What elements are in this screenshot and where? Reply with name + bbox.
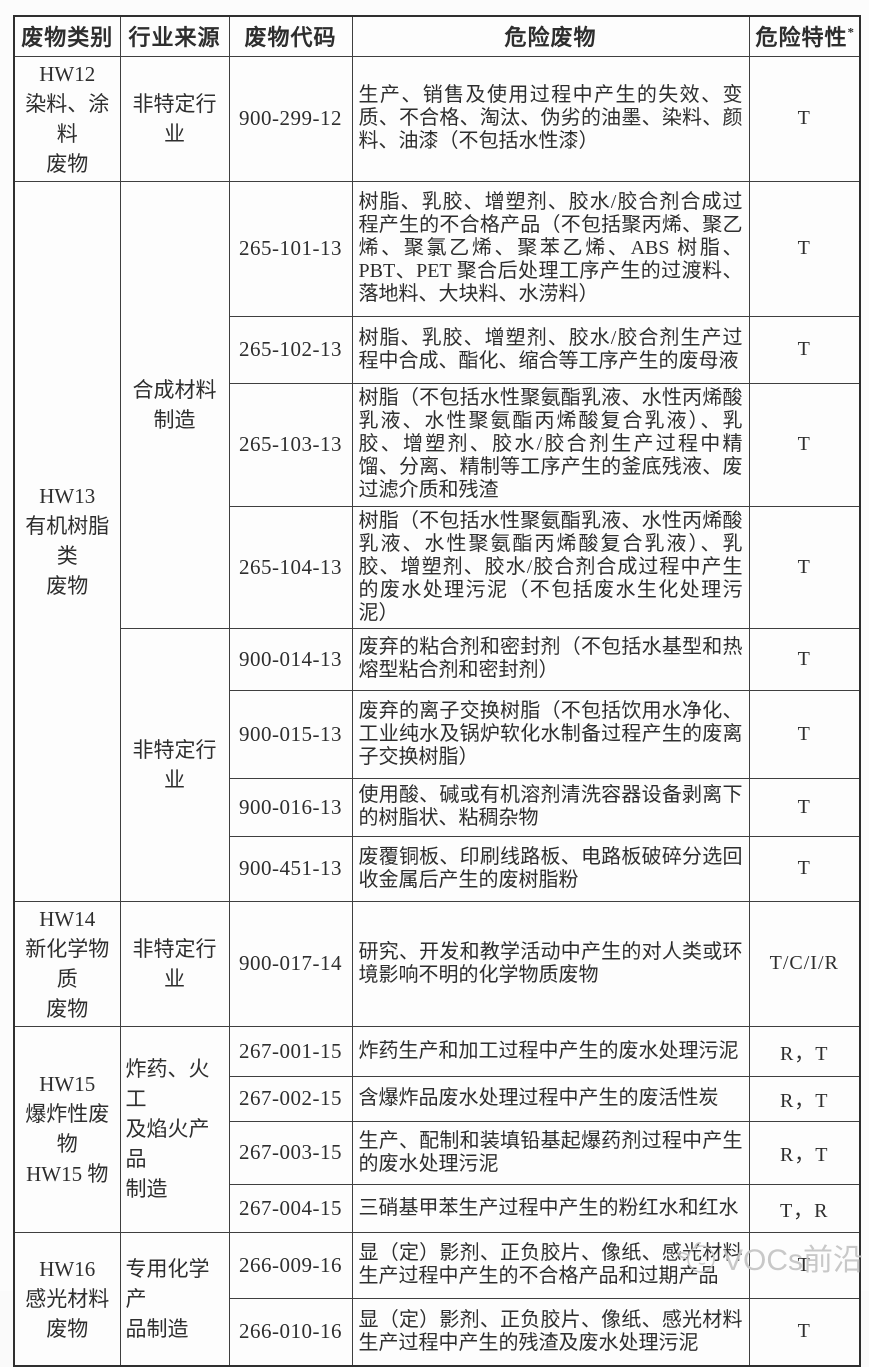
hazard-cell: R，T <box>748 1120 861 1185</box>
table-row: HW14 新化学物质 废物 非特定行业 900-017-14 研究、开发和教学活… <box>13 900 861 1027</box>
industry-cell: 炸药、火工 及焰火产品 制造 <box>119 1025 230 1233</box>
header-row: 废物类别 行业来源 废物代码 危险废物 危险特性* <box>13 15 861 57</box>
hazard-cell: T <box>748 777 861 837</box>
waste-description-cell: 炸药生产和加工过程中产生的废水处理污泥 <box>351 1025 750 1077</box>
hazard-cell: R，T <box>748 1075 861 1122</box>
industry-cell: 非特定行业 <box>119 627 230 902</box>
table-row: 非特定行业 900-014-13 废弃的粘合剂和密封剂（不包括水基型和热熔型粘合… <box>14 627 861 902</box>
table-row: 265-104-13 树脂（不包括水性聚氨酯乳液、水性丙烯酸乳液、水性聚氨酯丙烯… <box>14 505 861 629</box>
waste-description-cell: 显（定）影剂、正负胶片、像纸、感光材料生产过程中产生的残渣及废水处理污泥 <box>351 1297 750 1367</box>
table-row: 265-102-13 树脂、乳胶、增塑剂、胶水/胶合剂生产过程中合成、酯化、缩合… <box>14 315 861 384</box>
table-row: HW16 感光材料 废物 专用化学产 品制造 266-009-16 显（定）影剂… <box>13 1231 861 1367</box>
table-row: 265-103-13 树脂（不包括水性聚氨酯乳液、水性丙烯酸乳液、水性聚氨酯丙烯… <box>14 382 861 507</box>
waste-code-cell: 266-010-16 <box>228 1297 353 1367</box>
hazardous-waste-table: 废物类别 行业来源 废物代码 危险废物 危险特性* HW12 染料、涂料 废物 … <box>13 15 861 1367</box>
hazard-cell: T/C/I/R <box>748 900 861 1027</box>
waste-code-cell: 267-003-15 <box>228 1120 353 1185</box>
hazard-cell: T <box>748 505 861 629</box>
table-row: HW13 有机树脂类 废物 合成材料 制造 265-101-13 树脂、乳胶、增… <box>13 180 861 902</box>
waste-code-cell: 900-016-13 <box>228 777 353 837</box>
category-cell-hw14: HW14 新化学物质 废物 <box>13 900 121 1027</box>
hazard-cell: T，R <box>748 1183 861 1233</box>
hazard-cell: T <box>748 180 861 317</box>
waste-code-cell: 900-451-13 <box>228 835 353 902</box>
hazard-cell: T <box>748 1297 861 1367</box>
header-waste-code: 废物代码 <box>228 15 353 57</box>
table-row: 900-451-13 废覆铜板、印刷线路板、电路板破碎分选回收金属后产生的废树脂… <box>14 835 861 902</box>
waste-code-cell: 265-104-13 <box>228 505 353 629</box>
hazard-cell: T <box>748 382 861 507</box>
waste-code-cell: 265-103-13 <box>228 382 353 507</box>
waste-code-cell: 900-299-12 <box>228 55 353 182</box>
waste-description-cell: 使用酸、碱或有机溶剂清洗容器设备剥离下的树脂状、粘稠杂物 <box>351 777 750 837</box>
hazard-cell: T <box>748 627 861 691</box>
header-hazardous-waste: 危险废物 <box>351 15 750 57</box>
hazard-cell: T <box>748 55 861 182</box>
category-cell-hw12: HW12 染料、涂料 废物 <box>13 55 121 182</box>
waste-code-cell: 267-001-15 <box>228 1025 353 1077</box>
hazard-note-asterisk: * <box>847 24 856 40</box>
industry-cell: 合成材料 制造 <box>119 180 230 629</box>
waste-description-cell: 树脂、乳胶、增塑剂、胶水/胶合剂合成过程产生的不合格产品（不包括聚丙烯、聚乙烯、… <box>351 180 750 317</box>
waste-code-cell: 265-101-13 <box>228 180 353 317</box>
waste-description-cell: 显（定）影剂、正负胶片、像纸、感光材料生产过程中产生的不合格产品和过期产品 <box>351 1231 750 1299</box>
table-row: 267-002-15 含爆炸品废水处理过程中产生的废活性炭 R，T <box>14 1075 861 1122</box>
waste-description-cell: 生产、销售及使用过程中产生的失效、变质、不合格、淘汰、伪劣的油墨、染料、颜料、油… <box>351 55 750 182</box>
waste-code-cell: 267-002-15 <box>228 1075 353 1122</box>
industry-cell: 非特定行业 <box>119 900 230 1027</box>
table-row: HW15 爆炸性废物 HW15 物 炸药、火工 及焰火产品 制造 267-001… <box>13 1025 861 1233</box>
scanned-page: 废物类别 行业来源 废物代码 危险废物 危险特性* HW12 染料、涂料 废物 … <box>13 15 863 1367</box>
table-row: 900-016-13 使用酸、碱或有机溶剂清洗容器设备剥离下的树脂状、粘稠杂物 … <box>14 777 861 837</box>
table-row: 267-004-15 三硝基甲苯生产过程中产生的粉红水和红水 T，R <box>14 1183 861 1233</box>
hazard-cell: T <box>748 835 861 902</box>
header-industry-source: 行业来源 <box>119 15 230 57</box>
waste-description-cell: 废覆铜板、印刷线路板、电路板破碎分选回收金属后产生的废树脂粉 <box>351 835 750 902</box>
waste-code-cell: 900-014-13 <box>228 627 353 691</box>
hazard-cell: T <box>748 315 861 384</box>
waste-code-cell: 900-015-13 <box>228 689 353 779</box>
waste-description-cell: 废弃的离子交换树脂（不包括饮用水净化、工业纯水及锅炉软化水制备过程产生的废离子交… <box>351 689 750 779</box>
category-cell-hw15: HW15 爆炸性废物 HW15 物 <box>13 1025 121 1233</box>
hazard-cell: R，T <box>748 1025 861 1077</box>
waste-code-cell: 265-102-13 <box>228 315 353 384</box>
waste-description-cell: 树脂、乳胶、增塑剂、胶水/胶合剂生产过程中合成、酯化、缩合等工序产生的废母液 <box>351 315 750 384</box>
category-cell-hw16: HW16 感光材料 废物 <box>13 1231 121 1367</box>
waste-code-cell: 266-009-16 <box>228 1231 353 1299</box>
waste-description-cell: 树脂（不包括水性聚氨酯乳液、水性丙烯酸乳液、水性聚氨酯丙烯酸复合乳液）、乳胶、增… <box>351 505 750 629</box>
table-row: 267-003-15 生产、配制和装填铅基起爆药剂过程中产生的废水处理污泥 R，… <box>14 1120 861 1185</box>
waste-description-cell: 研究、开发和教学活动中产生的对人类或环境影响不明的化学物质废物 <box>351 900 750 1027</box>
header-waste-category: 废物类别 <box>13 15 121 57</box>
table-row: 900-015-13 废弃的离子交换树脂（不包括饮用水净化、工业纯水及锅炉软化水… <box>14 689 861 779</box>
hazard-cell: T <box>748 689 861 779</box>
waste-description-cell: 废弃的粘合剂和密封剂（不包括水基型和热熔型粘合剂和密封剂） <box>351 627 750 691</box>
waste-description-cell: 含爆炸品废水处理过程中产生的废活性炭 <box>351 1075 750 1122</box>
industry-cell: 专用化学产 品制造 <box>119 1231 230 1367</box>
category-cell-hw13: HW13 有机树脂类 废物 <box>13 180 121 902</box>
waste-code-cell: 267-004-15 <box>228 1183 353 1233</box>
industry-cell: 非特定行业 <box>119 55 230 182</box>
waste-description-cell: 生产、配制和装填铅基起爆药剂过程中产生的废水处理污泥 <box>351 1120 750 1185</box>
waste-description-cell: 三硝基甲苯生产过程中产生的粉红水和红水 <box>351 1183 750 1233</box>
waste-description-cell: 树脂（不包括水性聚氨酯乳液、水性丙烯酸乳液、水性聚氨酯丙烯酸复合乳液）、乳胶、增… <box>351 382 750 507</box>
waste-code-cell: 900-017-14 <box>228 900 353 1027</box>
hazard-cell: T <box>748 1231 861 1299</box>
table-row: HW12 染料、涂料 废物 非特定行业 900-299-12 生产、销售及使用过… <box>13 55 861 182</box>
header-hazard-characteristics: 危险特性* <box>748 15 861 57</box>
